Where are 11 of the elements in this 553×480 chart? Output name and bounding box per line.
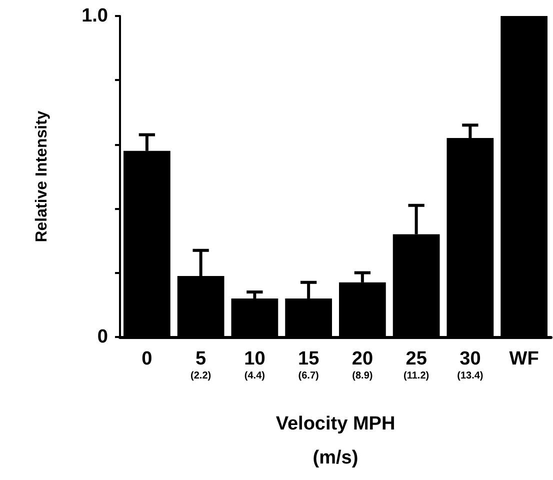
x-tick-label: 15 (6.7) xyxy=(298,348,320,382)
x-axis-title: Velocity MPH (m/s) xyxy=(276,414,396,468)
x-tick-label: 5 (2.2) xyxy=(190,348,212,382)
y-axis-title: Relative Intensity xyxy=(34,110,50,242)
x-tick-label: 0 xyxy=(142,348,152,370)
x-tick-label: WF xyxy=(509,348,539,370)
x-tick-label: 20 (8.9) xyxy=(352,348,374,382)
x-tick-label: 10 (4.4) xyxy=(244,348,266,382)
x-tick-label: 25 (11.2) xyxy=(404,348,430,382)
x-tick-label: 30 (13.4) xyxy=(457,348,484,382)
y-tick-label: 1.0 xyxy=(82,6,108,26)
